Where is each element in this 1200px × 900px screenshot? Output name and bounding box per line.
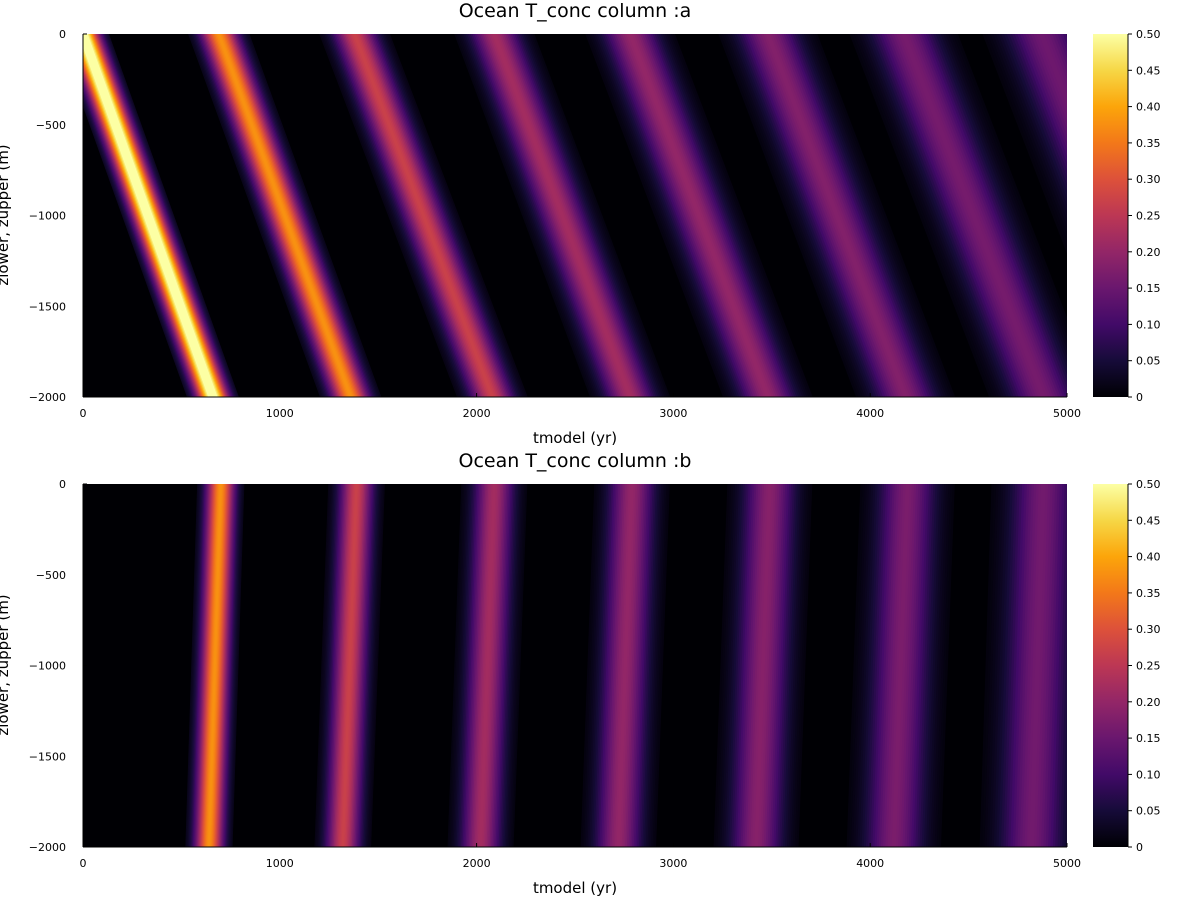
chart-title: Ocean T_conc column :b bbox=[459, 450, 692, 472]
y-tick-label: −2000 bbox=[29, 391, 66, 404]
y-tick-label: 0 bbox=[59, 28, 66, 41]
x-axis-label: tmodel (yr) bbox=[533, 879, 617, 897]
heatmap-band-layer bbox=[616, 484, 634, 847]
colorbar-tick-label: 0.10 bbox=[1136, 768, 1161, 781]
heatmap-band bbox=[580, 484, 670, 847]
heatmap-band-layer bbox=[1033, 34, 1067, 122]
heatmap-band-layer bbox=[628, 34, 770, 397]
x-tick-label: 5000 bbox=[1053, 407, 1081, 420]
colorbar-tick-label: 0.40 bbox=[1136, 101, 1161, 114]
x-tick-label: 2000 bbox=[463, 407, 491, 420]
heatmap-band bbox=[849, 34, 1067, 397]
heatmap-cells bbox=[83, 34, 1067, 397]
heatmap-band-layer bbox=[207, 484, 222, 847]
heatmap-band-layer bbox=[1038, 34, 1067, 108]
colorbar bbox=[1093, 484, 1128, 847]
heatmap-band bbox=[454, 34, 671, 397]
y-axis-label: zlower, zupper (m) bbox=[0, 594, 12, 735]
colorbar-tick-label: 0.30 bbox=[1136, 623, 1161, 636]
y-axis-label: zlower, zupper (m) bbox=[0, 144, 12, 285]
x-tick-label: 0 bbox=[80, 857, 87, 870]
heatmap-band bbox=[447, 484, 528, 847]
heatmap-band-layer bbox=[891, 484, 910, 847]
colorbar-tick-label: 0.30 bbox=[1136, 173, 1161, 186]
y-tick-label: −500 bbox=[36, 569, 66, 582]
heatmap-band-layer bbox=[1036, 34, 1067, 115]
colorbar-tick-label: 0.20 bbox=[1136, 696, 1161, 709]
colorbar bbox=[1093, 34, 1128, 397]
heatmap-band-layer bbox=[341, 484, 358, 847]
colorbar-tick-label: 0.20 bbox=[1136, 246, 1161, 259]
colorbar-tick-label: 0.15 bbox=[1136, 732, 1161, 745]
heatmap-band bbox=[585, 34, 813, 397]
chart-title: Ocean T_conc column :a bbox=[459, 0, 692, 22]
x-tick-label: 1000 bbox=[266, 857, 294, 870]
colorbar-tick-label: 0.05 bbox=[1136, 355, 1161, 368]
heatmap-band bbox=[982, 34, 1067, 254]
y-tick-label: −500 bbox=[36, 119, 66, 132]
colorbar-tick-label: 0.35 bbox=[1136, 137, 1161, 150]
heatmap-band-layer bbox=[754, 484, 772, 847]
heatmap-band bbox=[185, 484, 245, 847]
y-tick-label: −1500 bbox=[29, 300, 66, 313]
heatmap-band bbox=[718, 34, 956, 397]
chart-panel: 0 1000 2000 3000 4000 5000 0 −500 −1000 −1500 −200… bbox=[0, 0, 1161, 447]
heatmap-band-layer bbox=[83, 34, 215, 397]
heatmap-band-layer bbox=[217, 34, 353, 397]
colorbar-tick-label: 0.25 bbox=[1136, 660, 1161, 673]
heatmap-band bbox=[979, 484, 1067, 847]
y-tick-label: 0 bbox=[59, 478, 66, 491]
heatmap-band-layer bbox=[901, 34, 1046, 397]
colorbar-tick-label: 0.40 bbox=[1136, 551, 1161, 564]
y-tick-label: −1000 bbox=[29, 660, 66, 673]
colorbar-tick-label: 0.45 bbox=[1136, 514, 1161, 527]
chart-panel: 0 1000 2000 3000 4000 5000 0 −500 −1000 −1500 −200… bbox=[0, 450, 1161, 897]
heatmap-band-layer bbox=[1029, 484, 1046, 847]
x-tick-label: 3000 bbox=[659, 407, 687, 420]
x-tick-label: 0 bbox=[80, 407, 87, 420]
heatmap-band bbox=[713, 484, 813, 847]
colorbar-tick-label: 0.05 bbox=[1136, 805, 1161, 818]
colorbar-tick-label: 0.35 bbox=[1136, 587, 1161, 600]
heatmap-band bbox=[846, 484, 955, 847]
colorbar-tick-label: 0.10 bbox=[1136, 318, 1161, 331]
heatmap-band bbox=[314, 484, 385, 847]
y-tick-label: −2000 bbox=[29, 841, 66, 854]
colorbar-tick-label: 0.45 bbox=[1136, 64, 1161, 77]
colorbar-tick-label: 0.50 bbox=[1136, 478, 1161, 491]
heatmap-band-layer bbox=[479, 484, 496, 847]
colorbar-tick-label: 0.25 bbox=[1136, 210, 1161, 223]
x-tick-label: 2000 bbox=[463, 857, 491, 870]
heatmap-band bbox=[319, 34, 528, 397]
y-tick-label: −1000 bbox=[29, 210, 66, 223]
heatmap-band-layer bbox=[765, 34, 908, 397]
heatmap-cells bbox=[185, 484, 1067, 847]
colorbar-tick-label: 0.50 bbox=[1136, 28, 1161, 41]
heatmap-band-layer bbox=[492, 34, 632, 397]
y-tick-label: −1500 bbox=[29, 750, 66, 763]
x-tick-label: 3000 bbox=[659, 857, 687, 870]
colorbar-tick-label: 0 bbox=[1136, 391, 1143, 404]
x-tick-label: 5000 bbox=[1053, 857, 1081, 870]
colorbar-tick-label: 0.15 bbox=[1136, 282, 1161, 295]
x-tick-label: 4000 bbox=[856, 407, 884, 420]
x-tick-label: 4000 bbox=[856, 857, 884, 870]
heatmap-band bbox=[188, 34, 382, 397]
x-axis-label: tmodel (yr) bbox=[533, 429, 617, 447]
heatmap-band-layer bbox=[352, 34, 494, 397]
heatmap-band bbox=[83, 34, 239, 397]
x-tick-label: 1000 bbox=[266, 407, 294, 420]
colorbar-tick-label: 0 bbox=[1136, 841, 1143, 854]
